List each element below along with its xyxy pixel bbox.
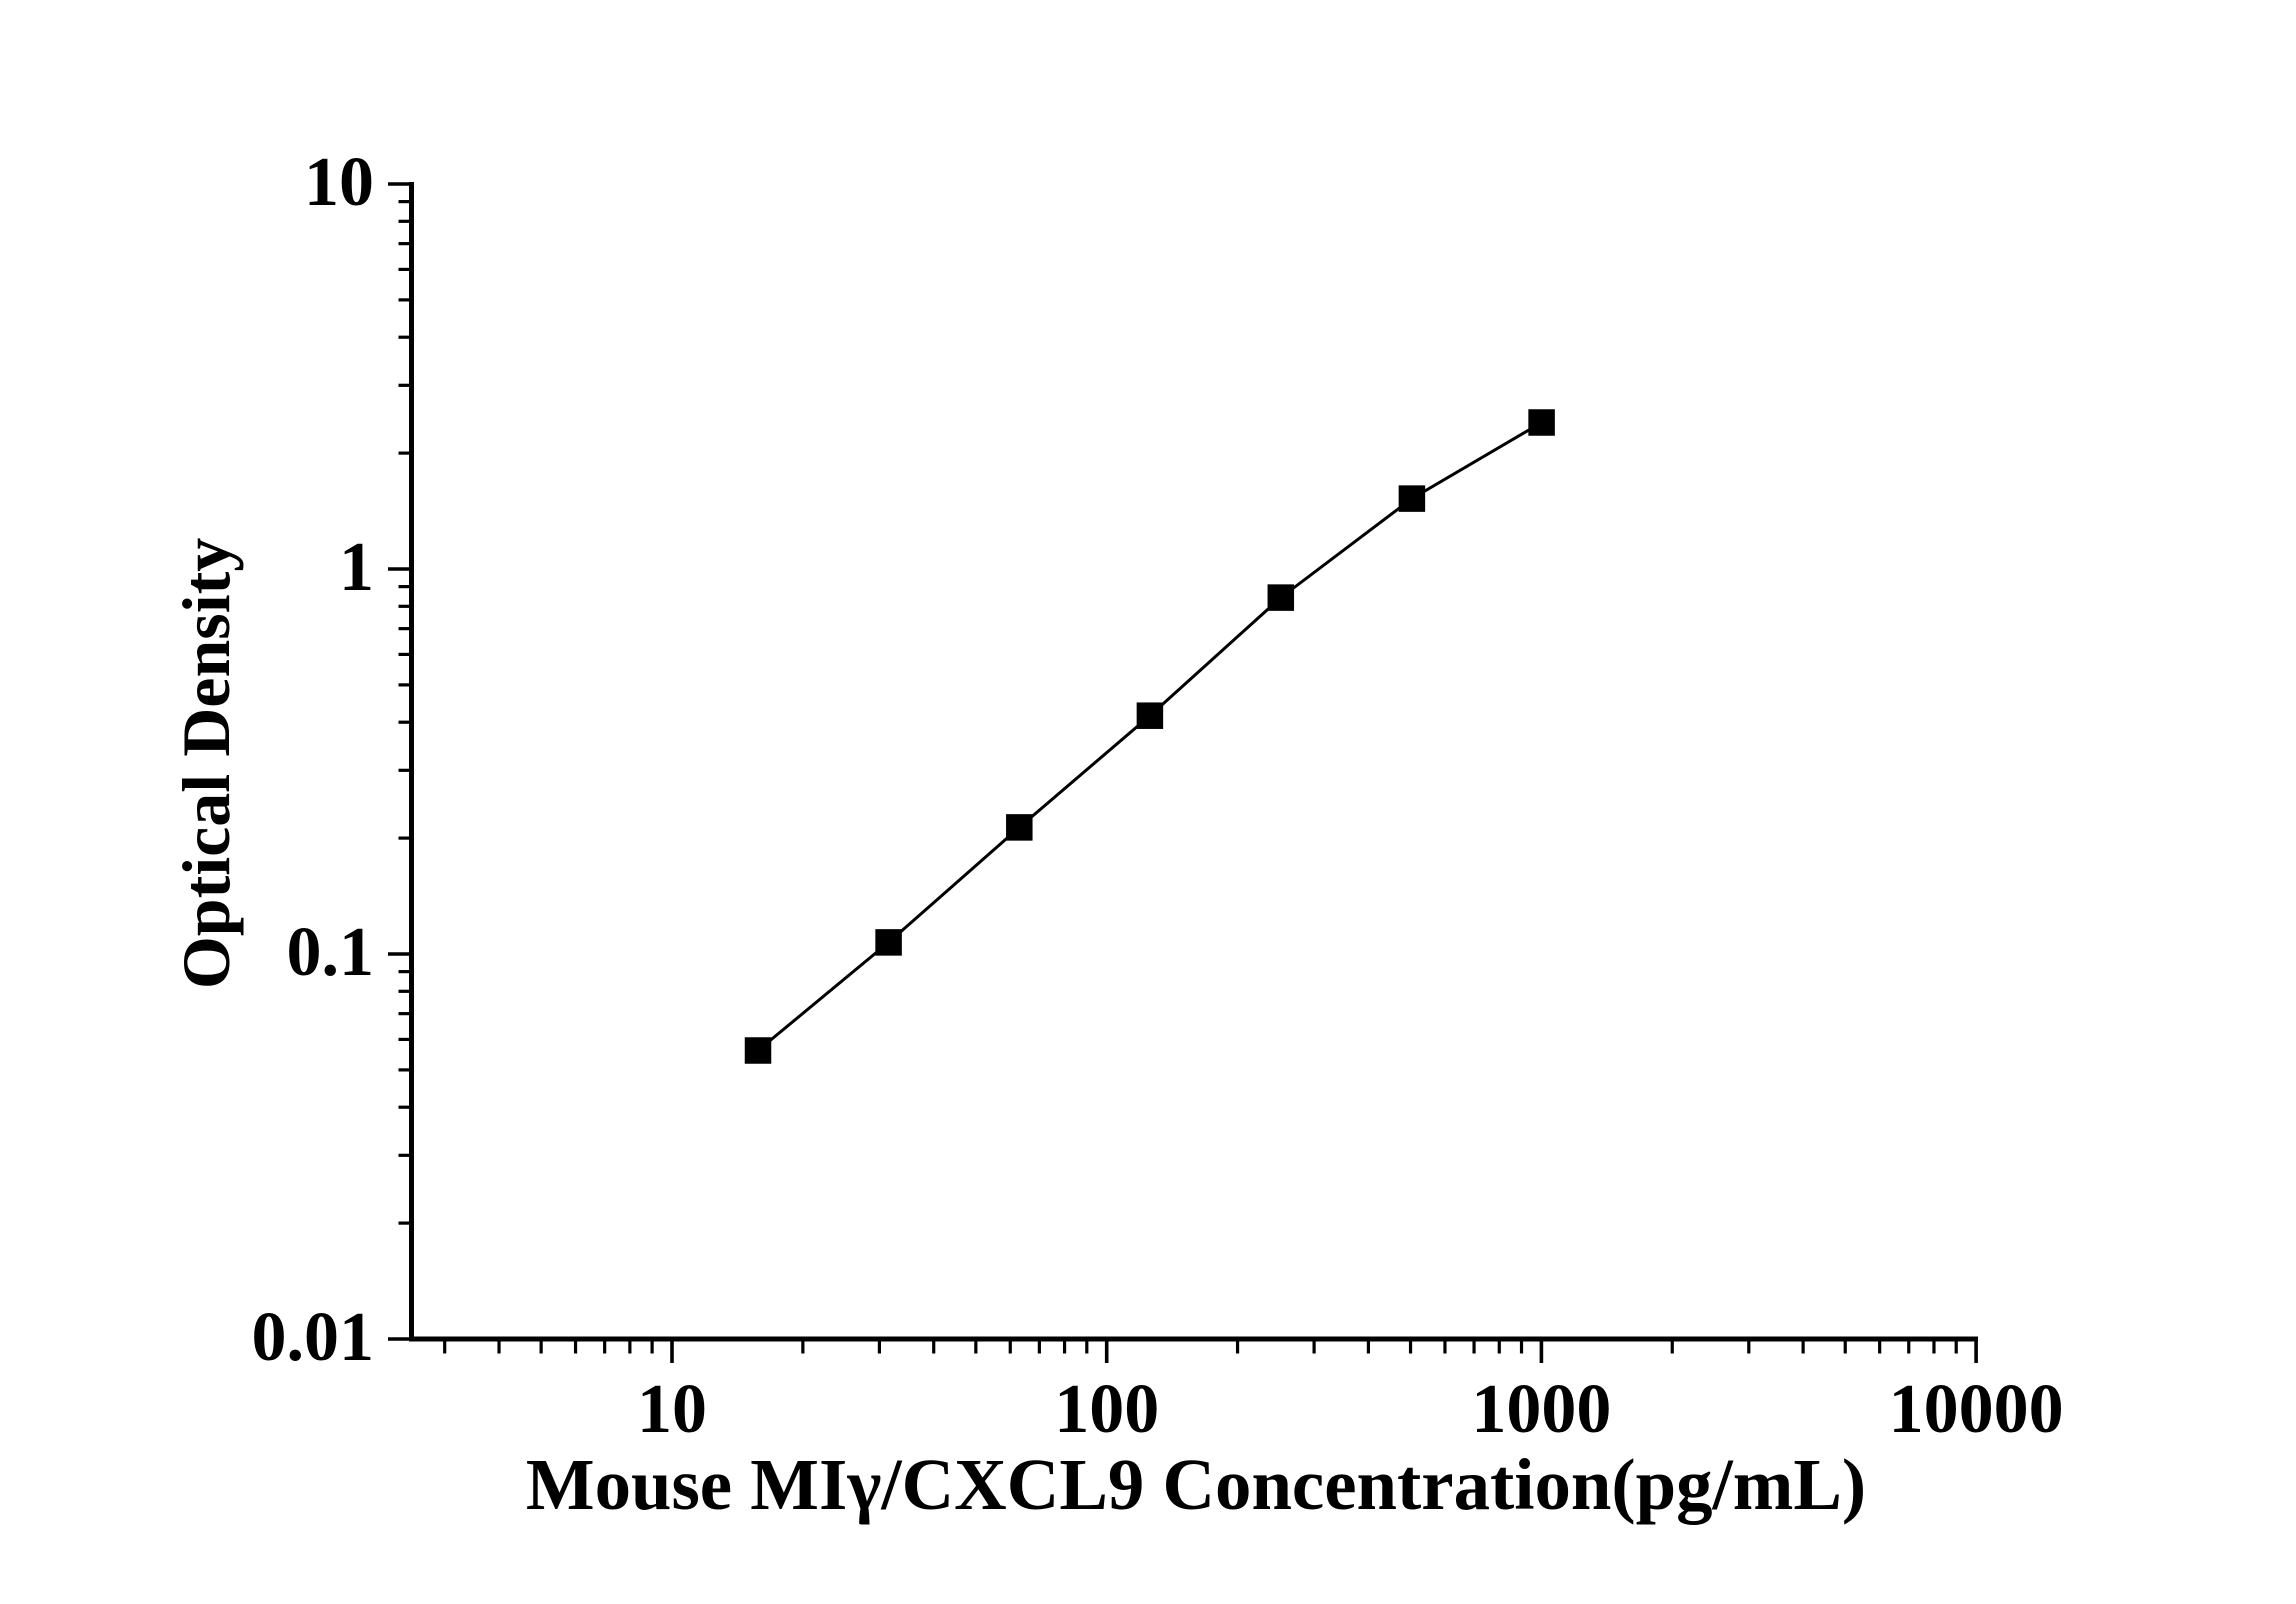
- svg-text:10: 10: [304, 144, 374, 221]
- svg-text:Optical Density: Optical Density: [168, 538, 244, 989]
- svg-text:0.1: 0.1: [287, 914, 375, 991]
- svg-text:Mouse MIγ/CXCL9 Concentration(: Mouse MIγ/CXCL9 Concentration(pg/mL): [526, 1444, 1866, 1525]
- svg-text:1000: 1000: [1471, 1371, 1611, 1448]
- svg-text:10000: 10000: [1889, 1371, 2064, 1448]
- svg-text:10: 10: [637, 1371, 707, 1448]
- svg-text:100: 100: [1054, 1371, 1159, 1448]
- svg-text:0.01: 0.01: [252, 1299, 375, 1376]
- svg-text:1: 1: [339, 529, 374, 606]
